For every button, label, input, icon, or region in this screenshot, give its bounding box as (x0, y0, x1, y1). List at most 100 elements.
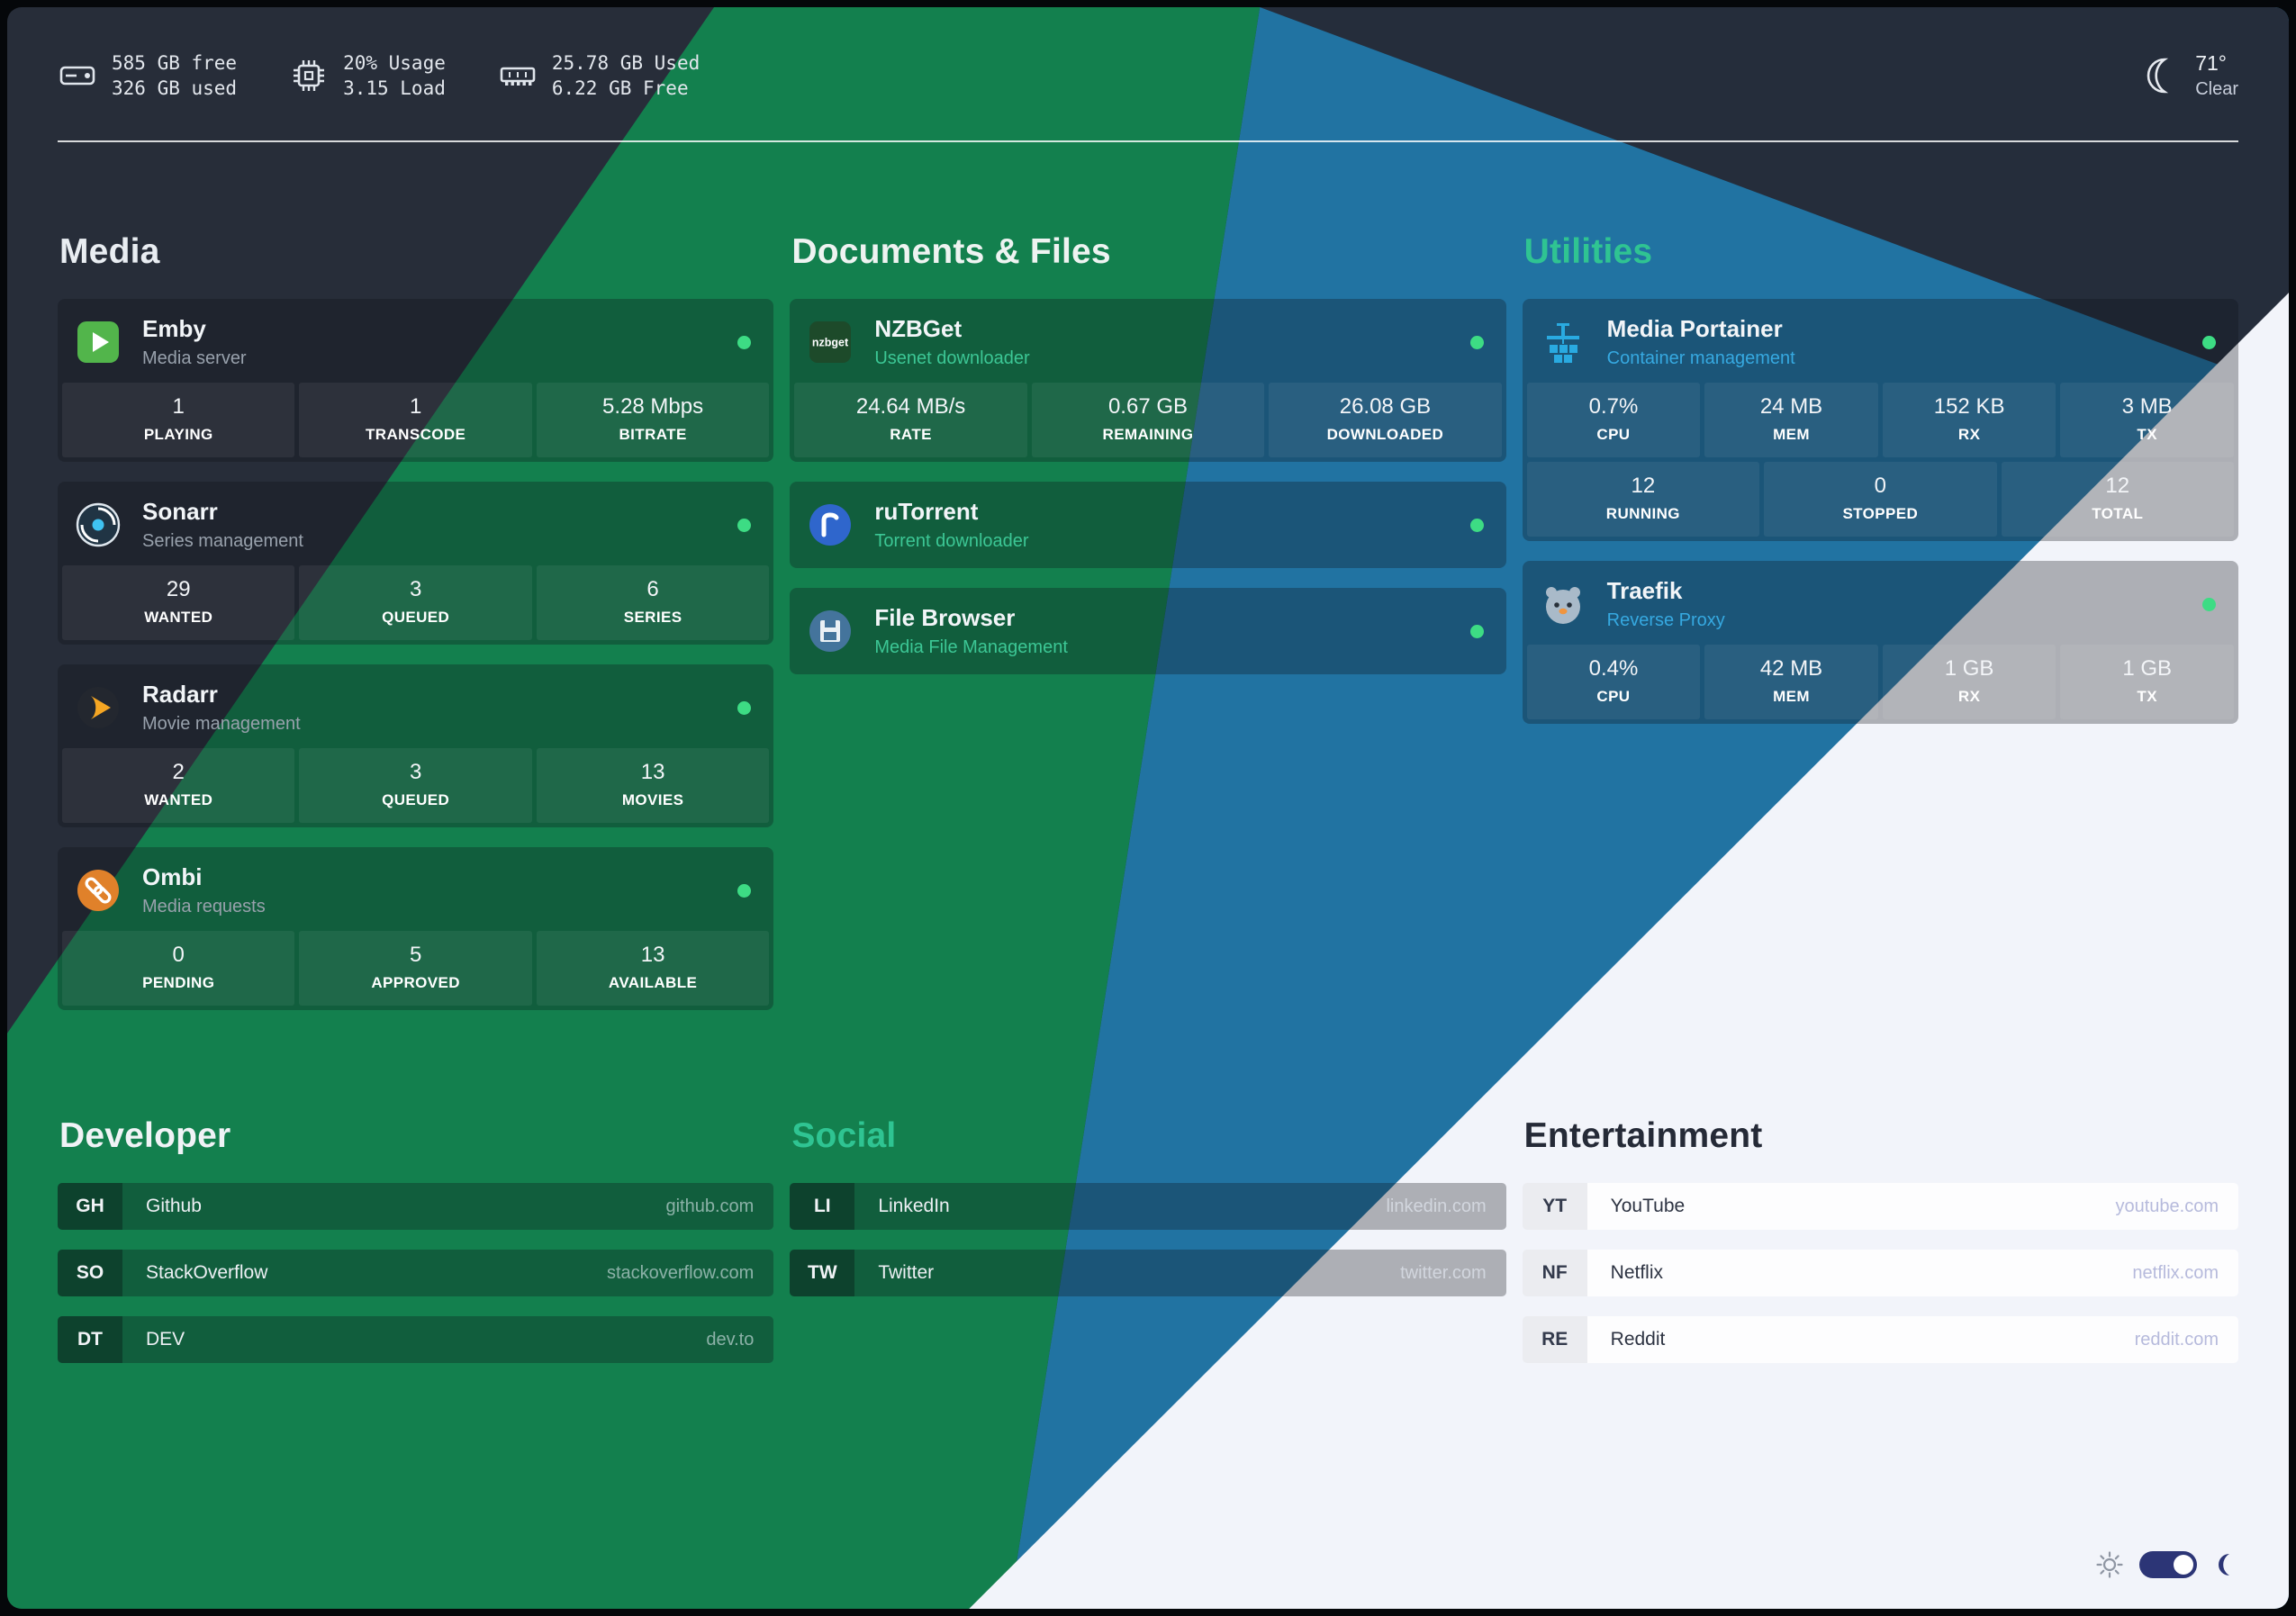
app-subtitle: Reverse Proxy (1606, 610, 1725, 630)
app-link-nzbget[interactable]: nzbget NZBGet Usenet downloader (794, 303, 1501, 381)
system-stats: 585 GB free 326 GB used 20% Usage (58, 50, 700, 102)
stat-value: 0.7% (1588, 394, 1639, 419)
stat-label: PENDING (142, 974, 215, 991)
stat-tile: 24 MB MEM (1704, 383, 1878, 457)
app-link-emby[interactable]: Emby Media server (62, 303, 769, 381)
bookmark-stackoverflow[interactable]: SO StackOverflow stackoverflow.com (58, 1250, 774, 1296)
stat-tile: 13 MOVIES (536, 748, 770, 823)
stat-tile: 3 QUEUED (299, 748, 532, 823)
stat-label: MEM (1773, 426, 1810, 443)
app-name: Radarr (142, 681, 218, 708)
app-link-radarr[interactable]: Radarr Movie management (62, 669, 769, 746)
stat-label: TOTAL (2092, 505, 2144, 522)
app-name: Traefik (1606, 577, 1683, 604)
stat-label: QUEUED (382, 791, 450, 808)
app-link-ombi[interactable]: Ombi Media requests (62, 852, 769, 929)
app-link-sonarr[interactable]: Sonarr Series management (62, 486, 769, 564)
topbar-divider (58, 140, 2238, 142)
stat-tile: 24.64 MB/s RATE (794, 383, 1027, 457)
app-name: ruTorrent (874, 498, 979, 525)
ram-line1: 25.78 GB Used (551, 51, 701, 74)
app-link-portainer[interactable]: Media Portainer Container management (1527, 303, 2234, 381)
bookmark-netflix[interactable]: NF Netflix netflix.com (1522, 1250, 2238, 1296)
app-link-rutorrent[interactable]: ruTorrent Torrent downloader (794, 486, 1501, 564)
stat-tile: 1 PLAYING (62, 383, 295, 457)
app-stats: 29 WANTED 3 QUEUED 6 SERIES (62, 565, 770, 640)
radarr-icon (74, 683, 122, 732)
filebrowser-icon (806, 607, 854, 655)
app-name: NZBGet (874, 315, 963, 342)
stat-value: 12 (2105, 474, 2130, 498)
bookmark-name: Twitter (878, 1262, 935, 1283)
stat-value: 13 (640, 943, 665, 967)
status-online-dot (1469, 518, 1484, 532)
stat-value: 0 (1874, 474, 1886, 498)
stat-ram: 25.78 GB Used 6.22 GB Free (498, 50, 700, 102)
app-name: Media Portainer (1606, 315, 1783, 342)
dashboard-page: 585 GB free 326 GB used 20% Usage (7, 7, 2289, 1609)
bookmark-url: reddit.com (2134, 1329, 2219, 1350)
stat-value: 6 (646, 577, 659, 601)
stat-tile: 0.67 GB REMAINING (1031, 383, 1265, 457)
app-subtitle: Container management (1606, 348, 1795, 368)
stat-label: MEM (1773, 688, 1810, 705)
app-subtitle: Media File Management (874, 637, 1068, 657)
app-subtitle: Movie management (142, 714, 301, 734)
section-title-social: Social (791, 1116, 897, 1155)
bookmark-twitter[interactable]: TW Twitter twitter.com (790, 1250, 1506, 1296)
theme-toggle[interactable] (2139, 1551, 2197, 1578)
stat-label: RATE (890, 426, 932, 443)
weather-widget: 71° Clear (2138, 51, 2238, 100)
stat-value: 3 (409, 577, 422, 601)
bookmark-url: linkedin.com (1386, 1196, 1487, 1216)
cpu-line1: 20% Usage (343, 51, 446, 74)
stat-label: PLAYING (143, 426, 213, 443)
stat-value: 152 KB (1933, 394, 2005, 419)
stat-tile: 1 GB RX (1882, 645, 2056, 719)
stat-label: RX (1957, 688, 1981, 705)
section-title-media: Media (59, 232, 160, 271)
app-card-emby: Emby Media server 1 PLAYING 1 TRANSCODE (58, 299, 774, 462)
bookmarks-grid: Developer GH Github github.com SO StackO… (58, 1116, 2238, 1383)
stat-tile: 3 MB TX (2060, 383, 2234, 457)
bookmark-github[interactable]: GH Github github.com (58, 1183, 774, 1230)
app-stats: 0.7% CPU 24 MB MEM 152 KB RX 3 MB (1526, 383, 2234, 457)
ombi-icon (74, 866, 122, 915)
bookmark-reddit[interactable]: RE Reddit reddit.com (1522, 1316, 2238, 1363)
rutorrent-icon (806, 501, 854, 549)
disk-icon (59, 66, 95, 86)
bookmark-youtube[interactable]: YT YouTube youtube.com (1522, 1183, 2238, 1230)
app-link-filebrowser[interactable]: File Browser Media File Management (794, 592, 1501, 670)
stat-value: 24 MB (1759, 394, 1823, 419)
stat-tile: 0 PENDING (62, 931, 295, 1006)
stat-label: TRANSCODE (366, 426, 466, 443)
stat-value: 29 (166, 577, 191, 601)
app-card-rutorrent: ruTorrent Torrent downloader (790, 482, 1506, 568)
status-online-dot (737, 700, 752, 715)
apps-grid: Media Emby Media server (58, 232, 2238, 1030)
stat-tile: 152 KB RX (1882, 383, 2056, 457)
status-online-dot (1469, 624, 1484, 638)
disk-line2: 326 GB used (112, 77, 238, 99)
stat-label: RUNNING (1605, 505, 1680, 522)
bookmark-abbr: GH (58, 1183, 122, 1230)
bookmark-linkedin[interactable]: LI LinkedIn linkedin.com (790, 1183, 1506, 1230)
main-content: Media Emby Media server (7, 142, 2289, 1383)
dark-moon-icon (2219, 1554, 2229, 1575)
app-link-traefik[interactable]: Traefik Reverse Proxy (1527, 565, 2234, 643)
section-media: Media Emby Media server (58, 232, 774, 1030)
bookmark-name: Reddit (1610, 1329, 1666, 1350)
stat-tile: 6 SERIES (536, 565, 770, 640)
bookmark-dev[interactable]: DT DEV dev.to (58, 1316, 774, 1363)
weather-temp: 71° (2195, 51, 2227, 75)
weather-condition: Clear (2195, 79, 2238, 99)
theme-toggle-knob (2174, 1555, 2193, 1575)
stat-value: 1 GB (1944, 656, 1994, 681)
bookmark-name: Netflix (1610, 1262, 1664, 1283)
stat-label: WANTED (144, 791, 213, 808)
app-stats: 0.4% CPU 42 MB MEM 1 GB RX 1 GB (1526, 645, 2234, 719)
status-online-dot (2201, 597, 2216, 611)
bookmark-url: twitter.com (1400, 1262, 1487, 1283)
stat-label: MOVIES (621, 791, 684, 808)
bookmark-name: YouTube (1610, 1196, 1686, 1216)
